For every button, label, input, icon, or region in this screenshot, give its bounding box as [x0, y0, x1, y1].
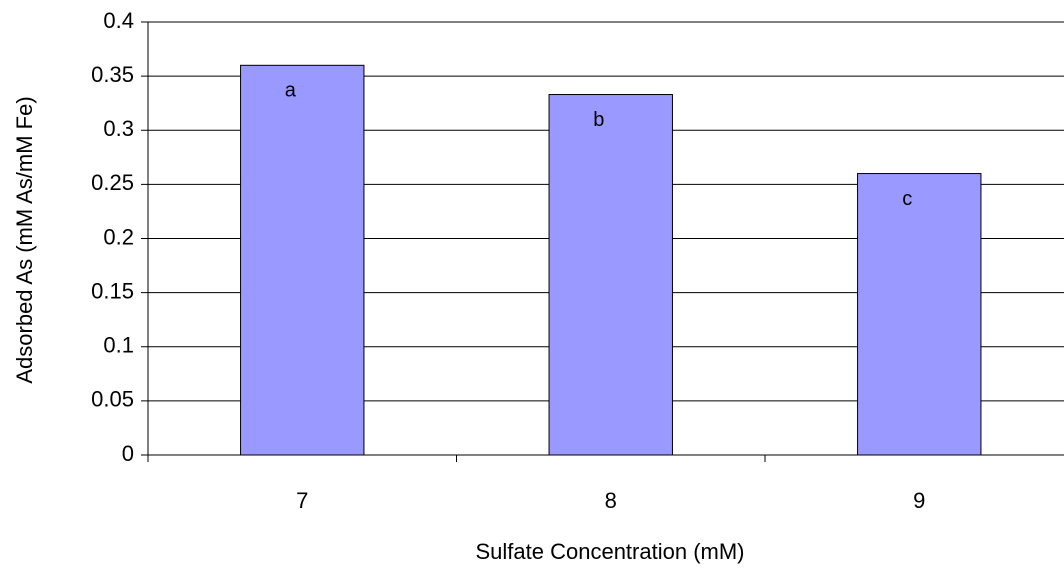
- y-tick-label: 0.1: [103, 333, 134, 358]
- y-tick-label: 0.3: [103, 116, 134, 141]
- y-tick-label: 0.25: [91, 170, 134, 195]
- y-tick-label: 0.4: [103, 8, 134, 33]
- y-tick-label: 0.05: [91, 387, 134, 412]
- x-axis-title: Sulfate Concentration (mM): [476, 539, 745, 564]
- x-tick-label: 9: [913, 488, 925, 513]
- bar-annotation: a: [285, 80, 297, 102]
- y-tick-label: 0.35: [91, 62, 134, 87]
- bar: [548, 94, 673, 456]
- x-tick-label: 7: [296, 488, 308, 513]
- y-tick-label: 0.2: [103, 224, 134, 249]
- y-axis-title: Adsorbed As (mM As/mM Fe): [12, 96, 37, 383]
- bar-annotation: b: [593, 109, 604, 131]
- bar-annotation: c: [902, 188, 912, 210]
- bar: [240, 64, 365, 456]
- y-tick-label: 0: [122, 441, 134, 466]
- bar: [857, 173, 982, 456]
- x-tick-label: 8: [605, 488, 617, 513]
- y-tick-label: 0.15: [91, 278, 134, 303]
